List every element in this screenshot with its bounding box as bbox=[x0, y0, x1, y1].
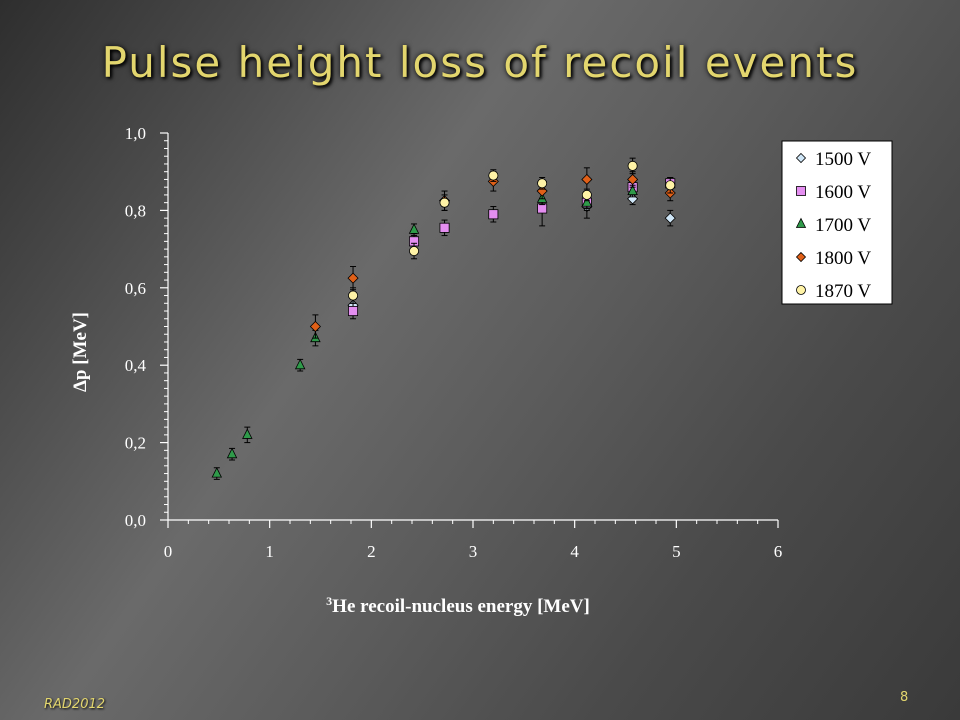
chart-legend: 1500 V 1600 V 1700 V 1800 V 1870 V bbox=[781, 140, 893, 305]
x-axis-label: 3He recoil-nucleus energy [MeV] bbox=[326, 594, 590, 617]
data-point-1800-v bbox=[536, 185, 548, 197]
data-point-1600-v bbox=[439, 222, 450, 233]
data-point-1870-v bbox=[409, 246, 420, 257]
legend-marker-1600-v bbox=[796, 186, 806, 196]
x-axis-label-text: He recoil-nucleus energy [MeV] bbox=[332, 596, 590, 617]
data-point-1700-v bbox=[226, 447, 238, 459]
y-tick-label: 0,2 bbox=[125, 434, 146, 453]
data-point-1870-v bbox=[665, 180, 676, 191]
y-tick-label: 0,6 bbox=[125, 279, 146, 298]
legend-label-1700-v: 1700 V bbox=[815, 215, 871, 236]
chart-axes: 0,0 0,2 0,4 0,6 0,8 1,0 0 1 2 3 4 5 6 bbox=[125, 124, 783, 561]
legend-label-1870-v: 1870 V bbox=[815, 281, 871, 302]
y-tick-label: 0,8 bbox=[125, 201, 146, 220]
data-point-1870-v bbox=[488, 170, 499, 181]
data-point-1800-v bbox=[627, 173, 639, 186]
x-tick-label: 4 bbox=[570, 542, 579, 561]
data-point-1870-v bbox=[627, 160, 638, 171]
y-tick-label: 0,4 bbox=[125, 356, 147, 375]
data-point-1800-v bbox=[309, 320, 321, 333]
data-point-1700-v bbox=[242, 428, 253, 439]
data-point-1600-v bbox=[537, 203, 548, 214]
page-number: 8 bbox=[900, 690, 909, 705]
y-tick-label: 0,0 bbox=[125, 511, 146, 530]
data-point-1870-v bbox=[537, 178, 548, 189]
data-point-1700-v bbox=[294, 358, 306, 370]
data-point-1800-v bbox=[347, 272, 359, 284]
slide-title: Pulse height loss of recoil events bbox=[101, 38, 859, 87]
data-point-1600-v bbox=[348, 306, 359, 317]
x-tick-label: 5 bbox=[672, 542, 681, 561]
data-point-1700-v bbox=[627, 184, 638, 196]
x-tick-label: 1 bbox=[265, 542, 274, 561]
footer-text: RAD2012 bbox=[44, 697, 106, 712]
data-point-1870-v bbox=[439, 197, 450, 208]
data-point-1600-v bbox=[488, 209, 499, 220]
data-point-1870-v bbox=[581, 189, 592, 200]
data-point-1700-v bbox=[211, 467, 223, 478]
x-tick-label: 6 bbox=[774, 542, 783, 561]
legend-marker-1800-v bbox=[795, 251, 807, 263]
legend-marker-1500-v bbox=[795, 152, 807, 164]
chart-marks bbox=[211, 157, 676, 480]
data-point-1870-v bbox=[348, 290, 359, 301]
legend-marker-1870-v bbox=[796, 285, 806, 295]
legend-label-1800-v: 1800 V bbox=[815, 248, 871, 269]
data-point-1700-v bbox=[408, 223, 420, 234]
data-point-1500-v bbox=[627, 193, 639, 205]
legend-label-1600-v: 1600 V bbox=[815, 182, 871, 203]
legend-label-1500-v: 1500 V bbox=[815, 149, 871, 170]
data-point-1500-v bbox=[664, 212, 676, 224]
y-axis-label: Δp [MeV] bbox=[70, 312, 91, 392]
x-axis-label-superscript: 3 bbox=[326, 594, 332, 608]
legend-marker-1700-v bbox=[795, 217, 807, 228]
y-tick-label: 1,0 bbox=[125, 124, 146, 143]
x-tick-label: 2 bbox=[367, 542, 376, 561]
x-tick-label: 3 bbox=[469, 542, 478, 561]
data-point-1800-v bbox=[581, 173, 593, 186]
x-tick-label: 0 bbox=[164, 542, 173, 561]
data-point-1700-v bbox=[581, 196, 593, 207]
